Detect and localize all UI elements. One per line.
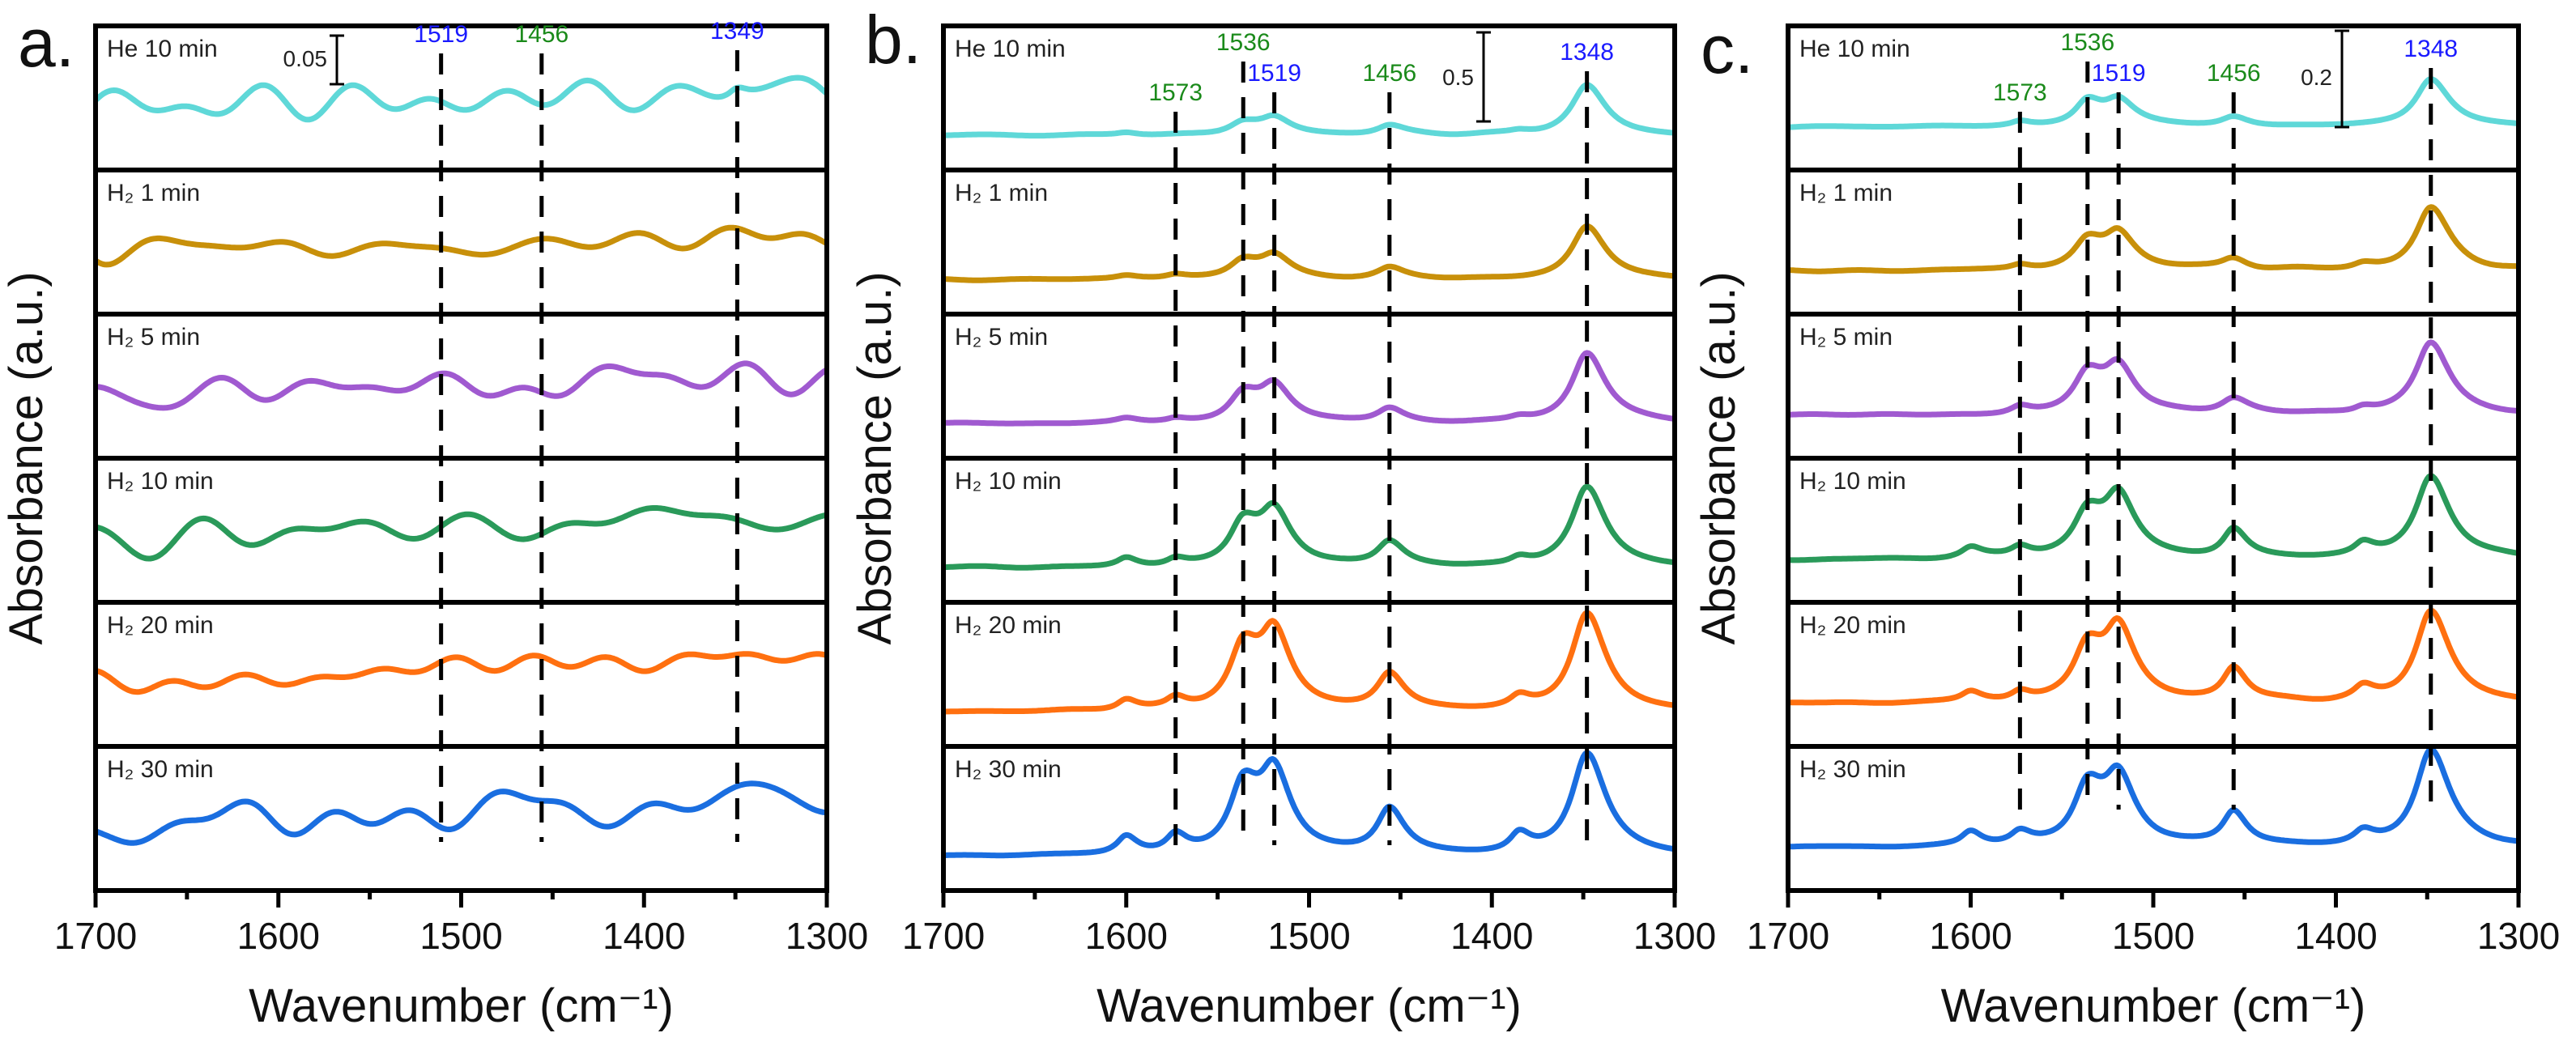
spectrum-curve [1786,746,2520,850]
series-label: H₂ 10 min [955,468,1062,495]
x-tick-label: 1400 [602,915,685,957]
peak-label: 1348 [1560,39,1614,66]
series-label: H₂ 30 min [955,756,1062,783]
scale-bar-label: 0.05 [283,46,328,71]
peak-label: 1519 [414,21,468,48]
peak-label: 1348 [2404,36,2458,62]
panel-label: b. [865,2,922,78]
series-label: He 10 min [1799,36,1910,62]
x-tick-label: 1300 [2477,915,2560,957]
peak-label: 1456 [1362,60,1416,87]
x-tick-label: 1600 [1085,915,1168,957]
peak-label: 1519 [1247,60,1301,87]
spectrum-curve [94,505,828,562]
x-axis-title: Wavenumber (cm⁻¹) [1096,980,1522,1032]
series-label: H₂ 1 min [1799,180,1893,206]
x-tick-label: 1500 [1267,915,1350,957]
spectrum-curve [942,750,1676,859]
series-label: H₂ 10 min [1799,468,1906,495]
spectrum-curve [94,360,828,411]
series-label: H₂ 5 min [107,324,200,351]
x-tick-label: 1500 [2112,915,2195,957]
x-axis-title: Wavenumber (cm⁻¹) [1941,980,2366,1032]
peak-label: 1456 [514,21,568,48]
spectrum-curve [1786,204,2520,274]
series-label: He 10 min [955,36,1066,62]
peak-label: 1536 [1216,29,1271,56]
spectrum-curve [94,780,828,846]
spectrum-curve [1786,607,2520,706]
x-tick-label: 1300 [1633,915,1716,957]
scale-bar-label: 0.5 [1442,65,1474,90]
peak-label: 1573 [1148,79,1203,106]
spectrum-curve [1786,473,2520,563]
panel-a: a. He 10 min H₂ 1 min H₂ 5 min H₂ 10 min H₂ 2… [0,5,868,1032]
panel-b: b. He 10 min H₂ 1 min H₂ 5 min H₂ 10 min H₂ 2… [849,2,1716,1032]
spectrum-curve [1786,76,2520,130]
spectrum-curve [94,651,828,695]
series-label: H₂ 5 min [1799,324,1893,351]
series-label: H₂ 20 min [107,612,214,639]
x-tick-label: 1700 [902,915,985,957]
spectrum-curve [93,74,829,123]
x-tick-label: 1400 [2294,915,2377,957]
series-label: H₂ 1 min [955,180,1048,206]
panel-c: c. He 10 min H₂ 1 min H₂ 5 min H₂ 10 min H₂ 2… [1692,11,2560,1032]
x-tick-label: 1600 [1929,915,2012,957]
panel-label: a. [18,5,75,81]
spectrum-curve [1786,339,2520,418]
series-label: H₂ 20 min [1799,612,1906,639]
spectrum-curve [94,224,828,268]
series-label: H₂ 20 min [955,612,1062,639]
peak-label: 1536 [2060,29,2114,56]
series-label: H₂ 30 min [1799,756,1906,783]
spectrum-curve [942,82,1676,139]
series-label: H₂ 10 min [107,468,214,495]
spectrum-curve [942,483,1676,571]
series-label: H₂ 30 min [107,756,214,783]
spectrum-curve [942,350,1676,427]
spectrum-curve [942,223,1676,283]
y-axis-title: Absorbance (a.u.) [849,271,901,644]
peak-label: 1519 [2092,60,2146,87]
peak-label: 1456 [2207,60,2261,87]
y-axis-title: Absorbance (a.u.) [0,271,53,644]
x-tick-label: 1600 [237,915,320,957]
x-tick-label: 1700 [1747,915,1829,957]
peak-label: 1349 [710,18,764,45]
x-tick-label: 1700 [54,915,137,957]
x-tick-label: 1300 [786,915,868,957]
series-label: H₂ 1 min [107,180,200,206]
y-axis-title: Absorbance (a.u.) [1692,271,1745,644]
peak-label: 1573 [1993,79,2047,106]
x-axis-title: Wavenumber (cm⁻¹) [249,980,674,1032]
x-tick-label: 1500 [419,915,502,957]
scale-bar-label: 0.2 [2301,65,2332,90]
series-label: He 10 min [107,36,218,62]
panel-label: c. [1701,11,1753,87]
x-tick-label: 1400 [1450,915,1533,957]
series-label: H₂ 5 min [955,324,1048,351]
spectrum-curve [942,610,1676,715]
